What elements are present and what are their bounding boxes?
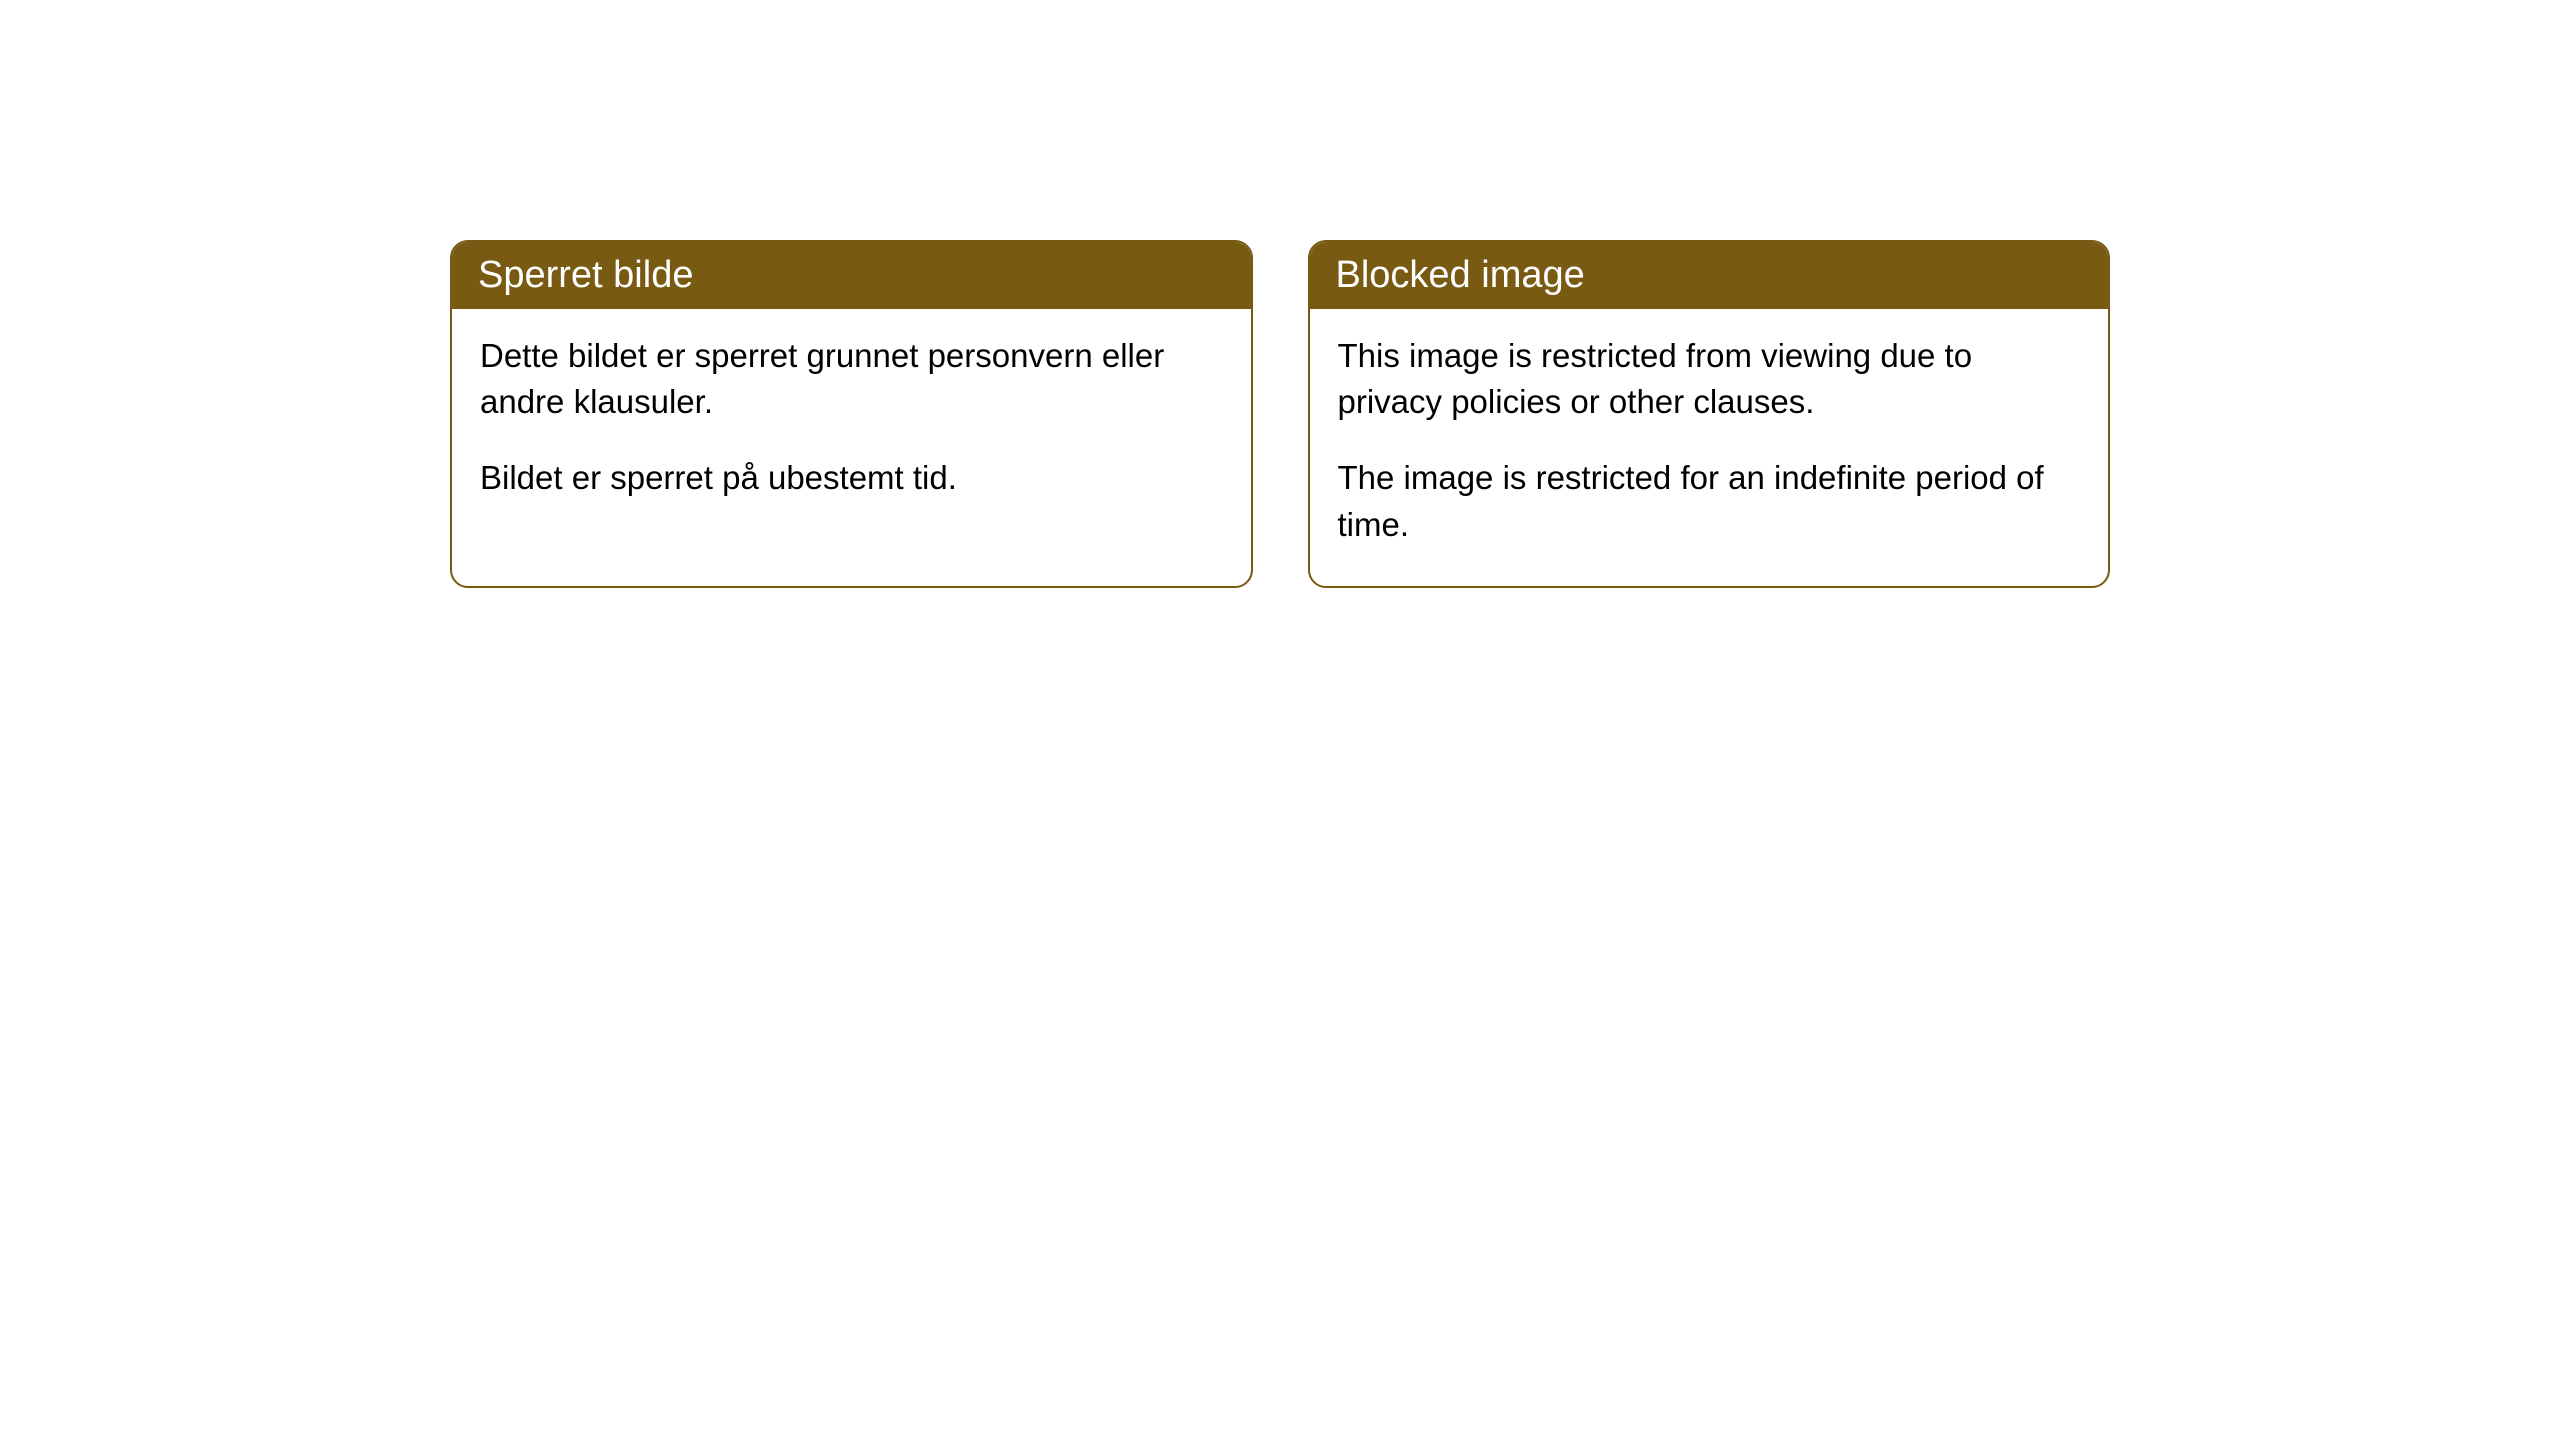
blocked-image-card-english: Blocked image This image is restricted f… bbox=[1308, 240, 2111, 588]
card-paragraph: Bildet er sperret på ubestemt tid. bbox=[480, 455, 1223, 501]
card-paragraph: The image is restricted for an indefinit… bbox=[1338, 455, 2081, 547]
card-header: Blocked image bbox=[1310, 242, 2109, 309]
card-body: Dette bildet er sperret grunnet personve… bbox=[452, 309, 1251, 540]
card-title: Sperret bilde bbox=[478, 254, 693, 296]
card-body: This image is restricted from viewing du… bbox=[1310, 309, 2109, 586]
card-paragraph: This image is restricted from viewing du… bbox=[1338, 333, 2081, 425]
cards-container: Sperret bilde Dette bildet er sperret gr… bbox=[450, 240, 2110, 588]
card-header: Sperret bilde bbox=[452, 242, 1251, 309]
card-paragraph: Dette bildet er sperret grunnet personve… bbox=[480, 333, 1223, 425]
card-title: Blocked image bbox=[1336, 254, 1585, 296]
blocked-image-card-norwegian: Sperret bilde Dette bildet er sperret gr… bbox=[450, 240, 1253, 588]
